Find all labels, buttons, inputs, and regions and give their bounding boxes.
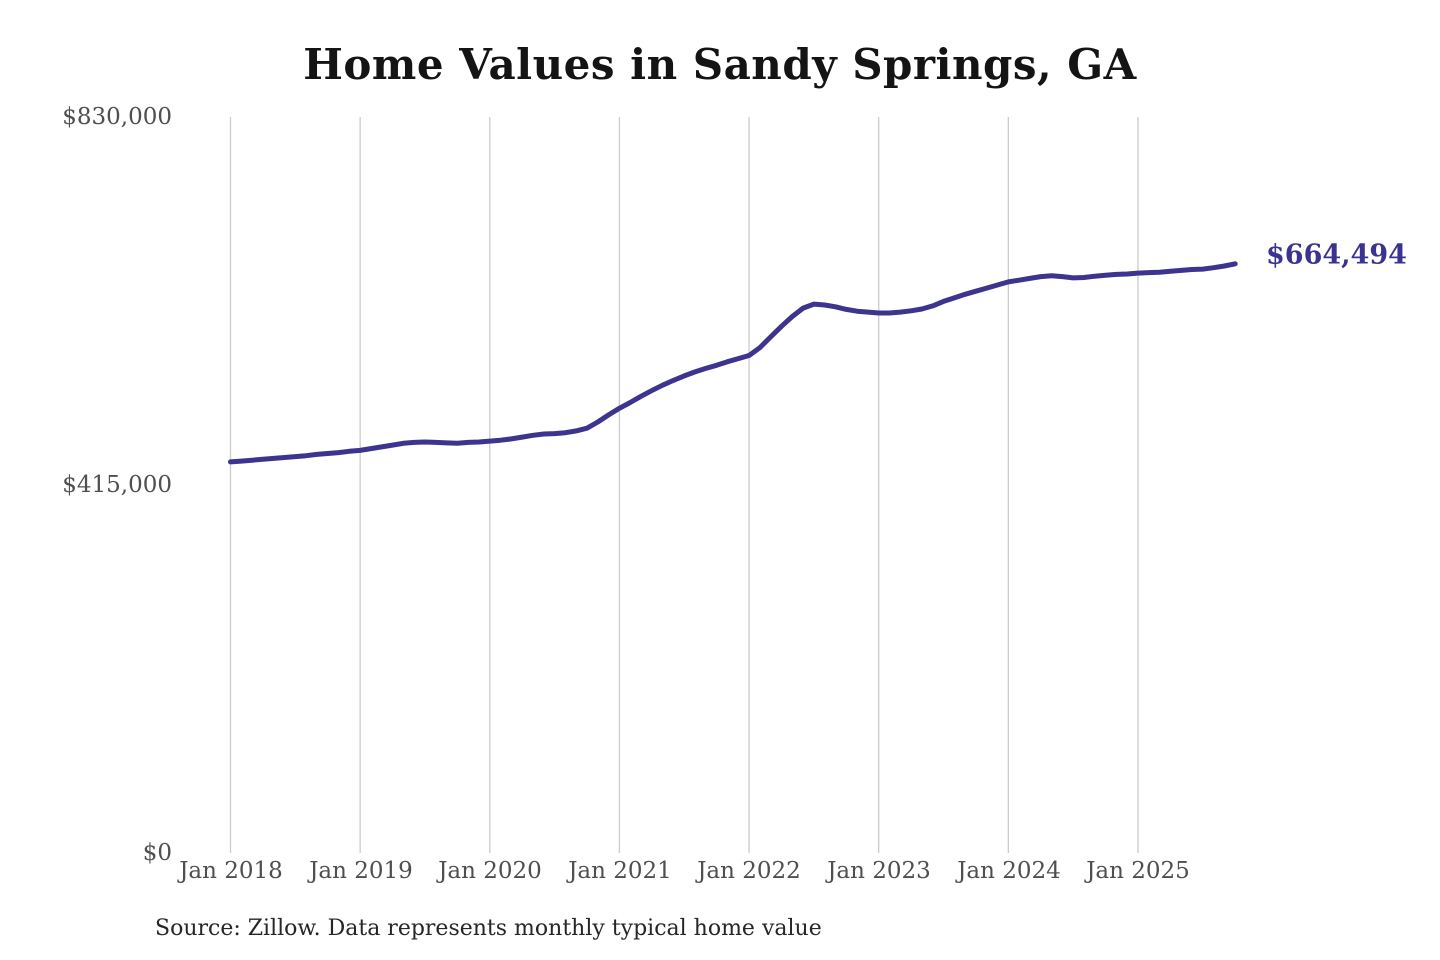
x-axis-tick: Jan 2024 xyxy=(957,858,1061,884)
x-axis-tick: Jan 2022 xyxy=(697,858,801,884)
x-axis-tick: Jan 2025 xyxy=(1086,858,1190,884)
x-axis-tick: Jan 2023 xyxy=(827,858,931,884)
y-axis-tick: $0 xyxy=(142,840,172,866)
x-axis-tick: Jan 2018 xyxy=(179,858,283,884)
x-axis-tick: Jan 2021 xyxy=(568,858,672,884)
latest-value-label: $664,494 xyxy=(1266,239,1407,271)
source-note: Source: Zillow. Data represents monthly … xyxy=(155,916,822,941)
y-axis-tick: $830,000 xyxy=(62,104,172,130)
chart-title: Home Values in Sandy Springs, GA xyxy=(303,40,1137,89)
x-axis-tick: Jan 2019 xyxy=(309,858,413,884)
x-axis-tick: Jan 2020 xyxy=(438,858,542,884)
home-value-line xyxy=(228,261,1238,465)
y-axis-tick: $415,000 xyxy=(62,472,172,498)
